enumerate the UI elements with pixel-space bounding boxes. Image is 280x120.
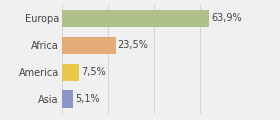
Text: 63,9%: 63,9% (211, 13, 242, 23)
Text: 7,5%: 7,5% (81, 67, 106, 77)
Bar (62, 63, 79, 81)
Bar (62, 90, 73, 108)
Text: 5,1%: 5,1% (75, 94, 100, 104)
Bar (62, 10, 209, 27)
Text: 23,5%: 23,5% (118, 40, 149, 50)
Bar (62, 37, 116, 54)
